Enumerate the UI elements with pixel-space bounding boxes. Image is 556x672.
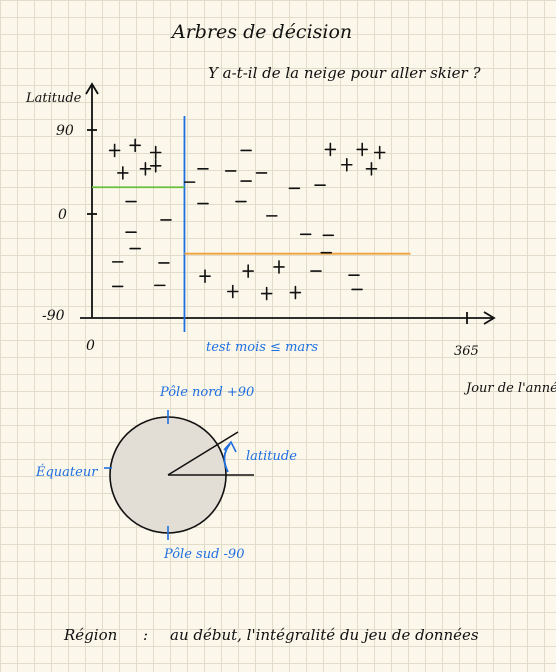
plus-point — [242, 264, 254, 278]
plus-point — [273, 260, 285, 274]
chart-axes — [80, 82, 496, 325]
footer-separator: : — [143, 626, 148, 644]
subtitle: Y a-t-il de la neige pour aller skier ? — [208, 64, 481, 82]
y-tick-label-neg90: -90 — [42, 308, 65, 324]
y-axis-arrow — [85, 82, 99, 95]
plus-point — [260, 286, 273, 301]
plus-point — [324, 142, 337, 157]
plus-point — [149, 158, 162, 173]
plus-point — [365, 162, 378, 176]
y-tick-label-90: 90 — [56, 123, 74, 139]
footer-description: au début, l'intégralité du jeu de donnée… — [170, 626, 479, 644]
plus-point — [340, 157, 353, 172]
latitude-angle-label: latitude — [246, 449, 297, 464]
latitude-radius — [167, 431, 239, 476]
title: Arbres de décision — [170, 21, 352, 43]
split-lines — [92, 116, 411, 332]
plus-point — [289, 285, 302, 300]
plus-point — [356, 142, 369, 157]
plus-point — [373, 145, 386, 160]
equator-label: Équateur — [35, 464, 98, 480]
north-pole-label: Pôle nord +90 — [159, 385, 254, 400]
x-tick-label-365: 365 — [454, 344, 479, 359]
x-tick-label-0: 0 — [86, 338, 95, 354]
y-tick-label-0: 0 — [58, 207, 67, 223]
plus-point — [129, 138, 141, 153]
data-points — [108, 138, 386, 301]
x-axis-arrow — [483, 311, 496, 325]
plus-point — [149, 145, 162, 160]
plus-point — [117, 166, 129, 180]
south-pole-label: Pôle sud -90 — [163, 547, 244, 562]
plus-point — [199, 269, 211, 283]
x-axis-label: Jour de l'année — [463, 381, 556, 396]
plus-point — [226, 284, 239, 299]
plus-point — [139, 162, 152, 176]
split-label: test mois ≤ mars — [206, 340, 318, 355]
latitude-arrow-head — [223, 440, 237, 453]
globe-diagram: Pôle nord +90 Pôle sud -90 Équateur lati… — [35, 385, 297, 562]
y-axis-label: Latitude — [25, 91, 82, 106]
plus-point — [108, 143, 121, 158]
footer-region: Région — [63, 626, 117, 644]
